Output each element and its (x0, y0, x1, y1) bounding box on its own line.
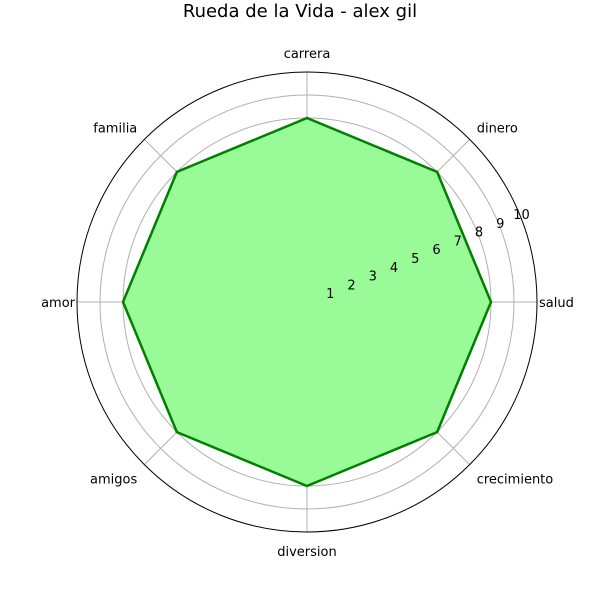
r-tick-label-1: 1 (326, 287, 334, 302)
r-tick-label-7: 7 (454, 234, 462, 249)
category-label-salud: salud (539, 296, 574, 311)
polar-frame (76, 71, 538, 533)
r-tick-label-6: 6 (432, 243, 440, 258)
data-point-crecimiento (435, 430, 439, 434)
category-label-crecimiento: crecimiento (477, 473, 554, 488)
category-label-diversion: diversion (277, 545, 336, 560)
data-point-familia (175, 170, 179, 174)
data-point-dinero (435, 170, 439, 174)
data-point-salud (489, 300, 493, 304)
category-label-amigos: amigos (90, 473, 137, 488)
r-tick-label-9: 9 (496, 217, 504, 232)
r-tick-label-3: 3 (369, 270, 377, 285)
r-tick-label-2: 2 (347, 278, 355, 293)
category-label-carrera: carrera (284, 47, 331, 62)
chart-title: Rueda de la Vida - alex gil (182, 1, 418, 22)
data-layer (121, 116, 493, 488)
r-tick-label-10: 10 (513, 208, 530, 223)
category-label-familia: familia (93, 121, 137, 136)
r-tick-label-5: 5 (411, 252, 419, 267)
data-point-amor (121, 300, 125, 304)
category-label-dinero: dinero (477, 121, 518, 136)
r-tick-label-8: 8 (475, 226, 483, 241)
r-tick-label-4: 4 (390, 261, 398, 276)
category-label-amor: amor (41, 296, 76, 311)
series-area (123, 118, 491, 486)
data-point-carrera (305, 116, 309, 120)
data-point-diversion (305, 484, 309, 488)
data-point-amigos (175, 430, 179, 434)
